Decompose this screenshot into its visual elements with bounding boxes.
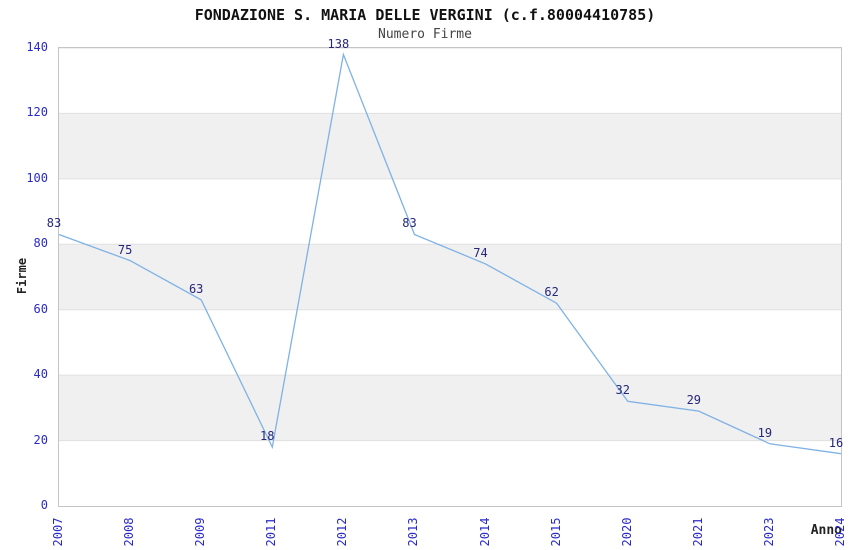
data-point-label: 16: [828, 435, 844, 450]
x-tick-label: 2020: [619, 517, 634, 547]
y-tick-label: 100: [26, 170, 48, 185]
y-tick-label: 60: [33, 301, 48, 316]
data-point-label: 138: [327, 36, 350, 51]
data-point-label: 83: [46, 216, 62, 231]
chart-subtitle: Numero Firme: [378, 27, 472, 42]
x-tick-label: 2021: [690, 517, 705, 547]
chart-title: FONDAZIONE S. MARIA DELLE VERGINI (c.f.8…: [194, 6, 656, 24]
y-tick-label: 120: [26, 105, 48, 120]
data-point-label: 74: [473, 245, 488, 260]
data-point-label: 19: [757, 425, 773, 440]
data-line: [59, 52, 841, 455]
data-point-label: 32: [615, 383, 630, 398]
data-point-label: 62: [544, 285, 559, 300]
x-tick-label: 2014: [477, 517, 492, 547]
y-tick-label: 140: [26, 40, 48, 54]
y-tick-label: 20: [33, 432, 48, 447]
x-tick-label: 2009: [193, 517, 208, 547]
data-point-label: 63: [188, 281, 204, 296]
data-point-label: 18: [260, 429, 275, 444]
plot-area: [58, 47, 842, 507]
band: [59, 244, 841, 310]
band: [59, 113, 841, 179]
x-tick-label: 2015: [548, 517, 563, 547]
x-tick-label: 2024: [833, 517, 847, 547]
y-tick-label: 0: [40, 498, 48, 512]
y-tick-label: 40: [33, 367, 48, 382]
chart-svg: [59, 48, 841, 455]
data-point-label: 75: [117, 242, 133, 257]
x-tick-label: 2013: [406, 517, 421, 547]
x-tick-label: 2012: [335, 517, 350, 547]
x-axis-label: Anno: [810, 523, 842, 538]
band: [59, 375, 841, 441]
x-tick-label: 2023: [761, 517, 776, 547]
y-axis-label: Firme: [15, 257, 29, 295]
y-tick-label: 80: [33, 236, 48, 251]
data-point-label: 29: [686, 393, 702, 408]
x-tick-label: 2008: [122, 517, 137, 547]
data-point-label: 83: [402, 216, 417, 231]
x-tick-label: 2011: [264, 517, 279, 547]
x-tick-label: 2007: [51, 517, 65, 547]
